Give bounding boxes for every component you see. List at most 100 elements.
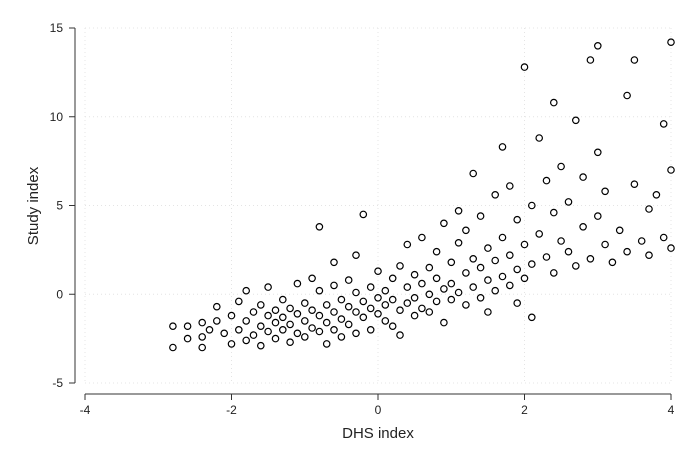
data-point: [579, 223, 587, 231]
data-point: [403, 283, 412, 291]
data-point: [213, 302, 221, 311]
data-point: [447, 295, 456, 304]
data-point: [300, 299, 309, 307]
data-point: [462, 226, 470, 235]
data-point: [264, 283, 272, 291]
data-point: [462, 301, 470, 309]
data-point: [447, 258, 456, 267]
data-point: [388, 274, 397, 283]
data-point: [374, 309, 382, 318]
data-point: [615, 226, 624, 235]
data-point: [278, 295, 287, 304]
y-tick-label: 10: [50, 110, 64, 124]
x-tick-label: -2: [226, 403, 237, 417]
data-point: [484, 276, 492, 284]
data-point: [198, 318, 207, 327]
data-point: [169, 343, 177, 352]
data-point: [418, 304, 426, 313]
data-point: [535, 134, 544, 142]
data-point: [645, 251, 653, 260]
data-point: [322, 301, 331, 309]
data-point: [359, 313, 368, 322]
data-point: [183, 334, 192, 343]
data-point: [322, 340, 331, 348]
data-point: [513, 265, 522, 274]
data-point: [608, 258, 617, 267]
data-point: [213, 317, 221, 325]
data-point: [425, 290, 434, 299]
data-point: [286, 304, 294, 313]
data-point: [227, 340, 236, 348]
data-point: [520, 274, 529, 283]
data-point: [425, 263, 434, 272]
data-point: [242, 336, 251, 345]
data-point: [359, 210, 368, 219]
data-point: [352, 308, 360, 316]
data-point: [659, 233, 668, 242]
data-point: [484, 308, 492, 316]
data-point: [322, 318, 331, 327]
data-point: [330, 281, 338, 290]
data-point: [498, 272, 507, 281]
data-point: [352, 251, 360, 260]
data-point: [344, 302, 353, 311]
data-point: [264, 311, 272, 320]
data-point: [571, 262, 580, 270]
x-tick-label: -4: [80, 403, 91, 417]
data-point: [396, 262, 404, 270]
data-point: [381, 286, 390, 295]
data-point: [440, 318, 448, 327]
data-point: [300, 333, 309, 341]
data-point: [169, 322, 177, 331]
data-point: [388, 295, 397, 304]
data-point: [286, 320, 294, 329]
grid-lines: [84, 27, 672, 384]
data-point: [549, 208, 558, 217]
x-tick-label: 4: [668, 403, 675, 417]
data-point: [491, 191, 500, 199]
data-point: [476, 263, 485, 272]
data-point: [374, 267, 382, 276]
data-point: [256, 322, 265, 331]
data-point: [330, 258, 338, 267]
data-point: [410, 270, 419, 279]
data-point: [198, 343, 207, 352]
data-point: [278, 325, 287, 334]
data-point: [542, 176, 551, 185]
data-point: [366, 304, 375, 313]
data-point: [579, 173, 587, 181]
data-point: [381, 301, 390, 309]
data-point: [454, 207, 463, 215]
data-point: [527, 260, 536, 268]
data-point: [198, 333, 207, 341]
data-point: [432, 247, 441, 256]
data-point: [505, 281, 514, 290]
data-point: [315, 286, 324, 295]
data-point: [564, 247, 573, 256]
data-point: [235, 297, 243, 306]
data-points: [169, 38, 675, 352]
data-point: [308, 324, 316, 332]
data-point: [352, 329, 360, 338]
data-point: [469, 283, 478, 291]
data-point: [293, 279, 302, 288]
data-point: [403, 299, 412, 307]
y-tick-label: 0: [56, 287, 63, 301]
data-point: [586, 254, 595, 263]
y-tick-label: -5: [52, 376, 63, 390]
data-point: [235, 325, 243, 334]
data-point: [425, 308, 434, 316]
data-point: [432, 274, 441, 283]
data-point: [242, 286, 251, 295]
x-tick-label: 0: [375, 403, 382, 417]
data-point: [462, 269, 470, 277]
data-point: [491, 256, 500, 265]
data-point: [249, 308, 258, 316]
data-point: [586, 56, 595, 64]
data-point: [667, 38, 675, 47]
data-point: [637, 237, 646, 245]
data-point: [410, 311, 419, 320]
data-point: [410, 293, 419, 302]
data-point: [498, 143, 507, 151]
